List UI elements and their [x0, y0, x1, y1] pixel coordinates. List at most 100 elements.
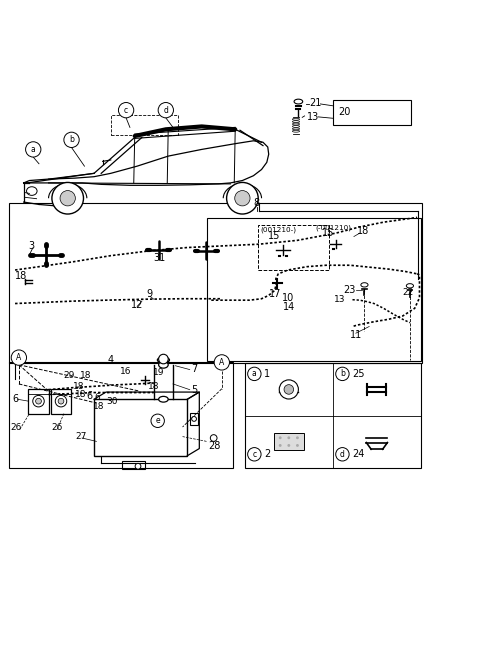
Circle shape	[25, 142, 41, 157]
Circle shape	[60, 191, 75, 206]
Text: 5: 5	[191, 385, 197, 394]
Circle shape	[336, 367, 349, 381]
Circle shape	[288, 436, 290, 439]
Text: 28: 28	[208, 441, 221, 451]
Text: 18: 18	[75, 390, 86, 399]
Text: d: d	[163, 106, 168, 115]
Text: 18: 18	[93, 402, 105, 411]
Text: 3: 3	[28, 241, 35, 251]
Circle shape	[58, 398, 64, 404]
Text: 6: 6	[12, 394, 19, 404]
Text: 19: 19	[153, 368, 164, 377]
Circle shape	[36, 398, 41, 404]
Text: 14: 14	[283, 302, 295, 312]
Text: 6: 6	[87, 391, 93, 401]
Bar	[245, 363, 421, 468]
Text: 15: 15	[323, 228, 335, 238]
Bar	[258, 225, 329, 270]
Bar	[111, 115, 178, 135]
Text: 16: 16	[120, 368, 132, 377]
Circle shape	[158, 355, 168, 364]
Text: (001210-): (001210-)	[260, 226, 296, 232]
Text: 30: 30	[106, 397, 118, 406]
Text: a: a	[252, 370, 257, 378]
Ellipse shape	[157, 357, 169, 363]
Circle shape	[279, 380, 299, 399]
Circle shape	[158, 103, 173, 118]
Bar	[28, 389, 48, 413]
Text: A: A	[16, 353, 22, 362]
Text: 6: 6	[94, 393, 100, 402]
Text: 26: 26	[51, 422, 62, 432]
Bar	[94, 399, 187, 456]
Ellipse shape	[361, 283, 368, 287]
Circle shape	[279, 444, 282, 447]
Text: 13: 13	[334, 295, 345, 304]
Circle shape	[135, 464, 141, 469]
Bar	[9, 362, 233, 468]
Bar	[51, 389, 71, 413]
Text: 12: 12	[131, 300, 143, 310]
Text: 29: 29	[63, 371, 74, 380]
Ellipse shape	[406, 283, 413, 288]
Text: 25: 25	[352, 369, 364, 379]
Circle shape	[192, 417, 196, 421]
Circle shape	[296, 444, 299, 447]
Text: 4: 4	[108, 355, 114, 365]
Bar	[122, 462, 145, 469]
Text: 22: 22	[403, 287, 414, 296]
Text: 18: 18	[15, 271, 27, 281]
Text: 7: 7	[191, 364, 197, 374]
Circle shape	[248, 367, 261, 381]
Circle shape	[288, 444, 290, 447]
Circle shape	[214, 355, 229, 370]
Text: 13: 13	[307, 112, 319, 122]
Text: c: c	[252, 450, 256, 459]
Text: c: c	[124, 106, 128, 115]
Ellipse shape	[294, 99, 303, 104]
Ellipse shape	[158, 362, 168, 368]
Text: 20: 20	[338, 107, 350, 117]
Text: 11: 11	[350, 330, 362, 340]
Text: b: b	[69, 135, 74, 144]
Text: e: e	[156, 416, 160, 425]
Circle shape	[151, 414, 164, 428]
Text: a: a	[31, 145, 36, 154]
Text: 1: 1	[264, 369, 270, 379]
Text: 8: 8	[254, 198, 260, 208]
Text: 26: 26	[10, 422, 22, 432]
Circle shape	[284, 385, 294, 394]
Bar	[274, 433, 304, 450]
Circle shape	[227, 182, 258, 214]
Text: 24: 24	[352, 449, 364, 459]
Bar	[333, 100, 411, 125]
Circle shape	[55, 396, 67, 407]
Circle shape	[296, 436, 299, 439]
Circle shape	[210, 435, 217, 441]
Circle shape	[33, 396, 44, 407]
Text: 23: 23	[344, 285, 356, 295]
Text: 15: 15	[268, 231, 280, 240]
Text: 10: 10	[282, 293, 294, 303]
Circle shape	[52, 182, 84, 214]
Circle shape	[119, 103, 134, 118]
Text: d: d	[340, 450, 345, 459]
Ellipse shape	[158, 396, 168, 402]
Text: A: A	[219, 358, 225, 367]
Text: 18: 18	[357, 226, 369, 236]
Text: 27: 27	[75, 432, 86, 441]
Text: 2: 2	[264, 449, 270, 459]
Text: (-001210): (-001210)	[316, 225, 352, 231]
Bar	[207, 218, 421, 361]
Circle shape	[248, 447, 261, 461]
Circle shape	[235, 191, 250, 206]
Circle shape	[336, 447, 349, 461]
Text: 17: 17	[269, 289, 281, 299]
Text: 21: 21	[310, 97, 322, 108]
Text: 18: 18	[80, 372, 91, 380]
Text: 31: 31	[153, 253, 165, 263]
Text: b: b	[340, 370, 345, 378]
Circle shape	[279, 436, 282, 439]
Circle shape	[64, 132, 79, 148]
Circle shape	[11, 350, 26, 365]
